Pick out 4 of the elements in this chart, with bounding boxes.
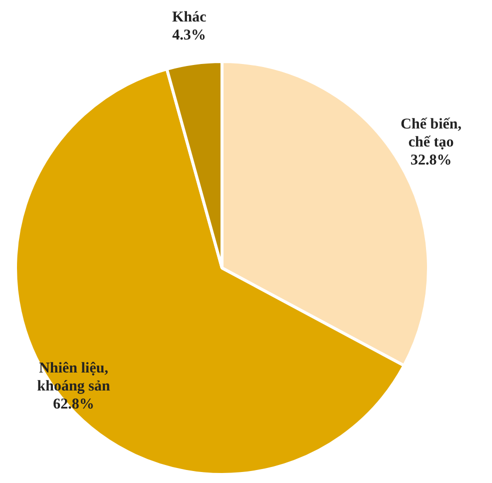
- data-label: 32.8%: [410, 152, 452, 169]
- slice-label: Chế biến, chế tạo: [400, 116, 462, 151]
- slice-label: Khác: [172, 9, 207, 26]
- data-label: 4.3%: [172, 27, 206, 44]
